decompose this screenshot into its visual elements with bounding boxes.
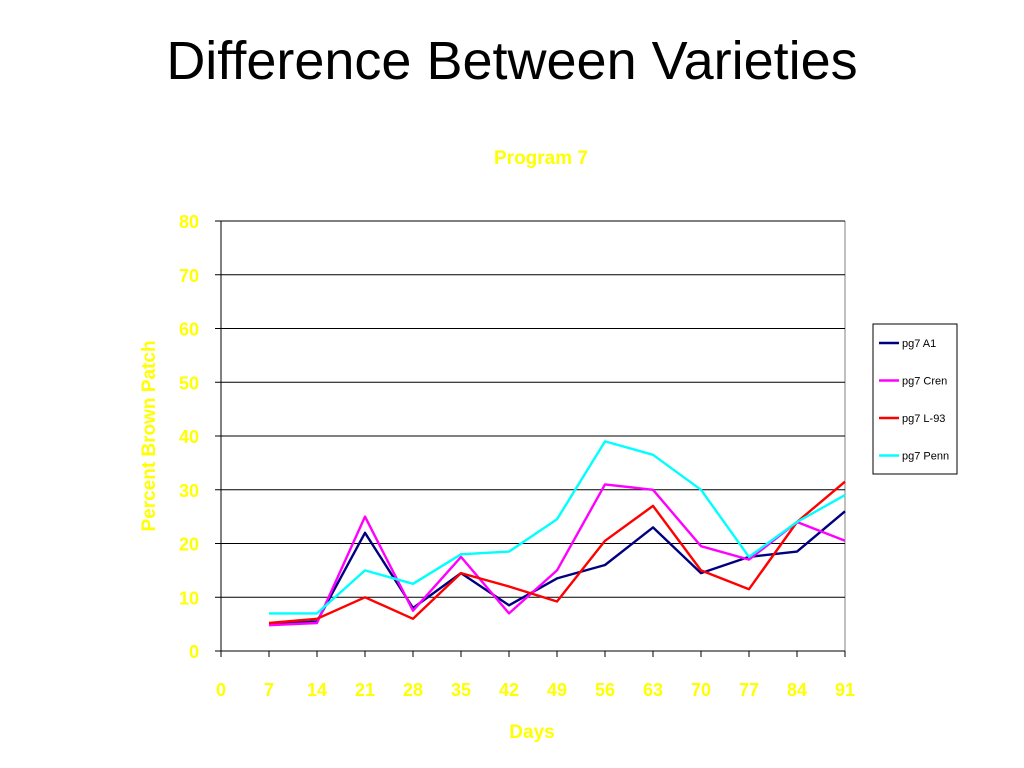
slide-title: Difference Between Varieties [166,31,858,91]
legend-label-pg7-penn: pg7 Penn [902,451,949,463]
x-tick-label: 14 [307,680,327,700]
x-tick-label: 0 [216,680,226,700]
y-tick-label: 50 [179,373,199,393]
legend-label-pg7-cren: pg7 Cren [902,376,947,388]
gridlines [221,220,846,651]
legend-label-pg7-a1: pg7 A1 [902,338,936,350]
legend: pg7 A1 pg7 Cren pg7 L-93 pg7 Penn [872,323,958,475]
y-tick-label: 0 [189,642,199,662]
x-axis-label: Days [509,722,554,743]
x-tick-label: 91 [835,680,855,700]
x-tick-label: 56 [595,680,615,700]
x-tick-label: 35 [451,680,471,700]
x-tick-label: 84 [787,680,807,700]
chart-title: Program 7 [494,148,588,169]
series-line-pg7-penn [269,440,846,615]
x-tick-label: 49 [547,680,567,700]
y-tick-label: 30 [179,481,199,501]
y-axis-label: Percent Brown Patch [139,340,160,531]
y-tick-label: 70 [179,266,199,286]
legend-box [872,323,958,475]
y-tick-label: 60 [179,320,199,340]
axes: 0 10 20 30 40 50 60 70 80 0 7 14 21 28 35 42 49 56 63 70 77 8… [179,212,855,700]
x-tick-label: 42 [499,680,519,700]
x-tick-label: 7 [264,680,274,700]
legend-label-pg7-l-93: pg7 L-93 [902,413,945,425]
series-line-pg7-l-93 [268,480,846,625]
x-tick-label: 28 [403,680,423,700]
series-line-pg7-cren [268,483,846,627]
y-tick-label: 80 [179,212,199,232]
x-tick-label: 77 [739,680,759,700]
x-tick-label: 70 [691,680,711,700]
x-tick-label: 63 [643,680,663,700]
series-lines [268,440,846,627]
y-tick-label: 10 [179,588,199,608]
y-tick-label: 40 [179,427,199,447]
y-tick-label: 20 [179,535,199,555]
x-tick-label: 21 [355,680,375,700]
series-line-pg7-a1 [268,510,846,626]
